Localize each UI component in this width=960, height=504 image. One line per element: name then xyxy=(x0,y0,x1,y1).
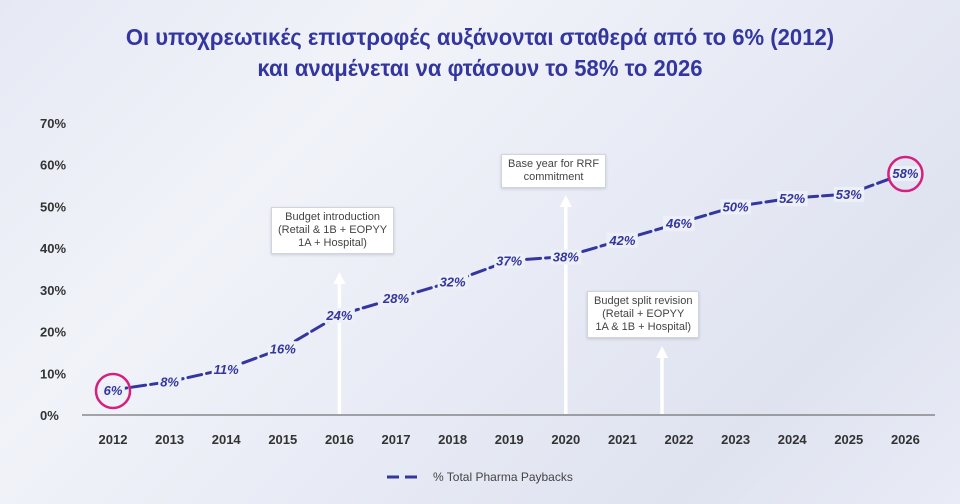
data-label: 37% xyxy=(496,254,522,269)
data-label-bg xyxy=(323,307,355,323)
y-tick-label: 10% xyxy=(40,366,66,381)
x-tick-label: 2012 xyxy=(99,432,128,447)
data-label: 24% xyxy=(325,308,352,323)
legend-swatch xyxy=(387,475,423,479)
x-tick-label: 2013 xyxy=(155,432,184,447)
x-tick-label: 2018 xyxy=(438,432,467,447)
highlight-circle xyxy=(94,372,132,410)
data-label: 11% xyxy=(214,362,239,377)
data-label: 50% xyxy=(723,199,749,214)
x-tick-label: 2024 xyxy=(778,432,808,447)
data-label-bg xyxy=(101,382,125,398)
y-tick-label: 50% xyxy=(40,199,66,214)
annotation-arrow-head xyxy=(656,346,669,358)
data-label-bg xyxy=(494,253,525,269)
x-tick-label: 2015 xyxy=(268,432,297,447)
data-label-bg xyxy=(437,274,469,290)
y-tick-label: 30% xyxy=(40,283,66,298)
legend: % Total Pharma Paybacks xyxy=(385,470,573,484)
x-tick-label: 2014 xyxy=(212,432,242,447)
annotation-line: 1A & 1B + Hospital) xyxy=(595,321,692,333)
x-axis: 2012 2013 2014 2015 2016 2017 2018 2019 2020 2021… xyxy=(82,414,935,447)
annotation-arrow-head xyxy=(559,195,572,207)
data-label-bg xyxy=(833,186,865,202)
x-tick-label: 2017 xyxy=(382,432,411,447)
data-label: 46% xyxy=(665,216,692,231)
annotation-base-year-rrf: Base year for RRF commitment xyxy=(501,154,607,188)
chart-title-line-1: Οι υποχρεωτικές επιστροφές αυξάνονται στ… xyxy=(125,24,835,50)
data-label-bg xyxy=(550,249,582,265)
x-tick-label: 2020 xyxy=(551,432,580,447)
annotation-line: Base year for RRF xyxy=(508,158,600,170)
data-label-bg xyxy=(606,232,638,248)
data-label-bg xyxy=(379,291,412,307)
x-tick-label: 2016 xyxy=(325,432,354,447)
chart-title-line-2: και αναμένεται να φτάσουν το 58% το 2026 xyxy=(257,55,703,81)
data-label-bg xyxy=(777,191,808,207)
annotation-line: (Retail + EOPYY xyxy=(602,308,685,320)
annotation-line: (Retail & 1B + EOPYY xyxy=(278,224,388,236)
legend-label: % Total Pharma Paybacks xyxy=(433,470,573,484)
data-label-bg xyxy=(662,216,695,232)
x-tick-label: 2019 xyxy=(495,432,524,447)
annotation-arrows xyxy=(333,195,669,414)
data-label: 8% xyxy=(160,375,179,390)
chart-title: Οι υποχρεωτικές επιστροφές αυξάνονται στ… xyxy=(19,22,941,84)
annotation-budget-introduction: Budget introduction (Retail & 1B + EOPYY… xyxy=(271,207,395,254)
annotation-line: commitment xyxy=(523,171,584,183)
x-tick-label: 2021 xyxy=(608,432,637,447)
data-label: 16% xyxy=(270,341,296,356)
x-tick-label: 2022 xyxy=(665,432,694,447)
y-tick-label: 40% xyxy=(40,241,66,256)
x-tick-label: 2023 xyxy=(721,432,750,447)
annotation-budget-split-revision: Budget split revision (Retail + EOPYY 1A… xyxy=(587,291,700,338)
data-label: 42% xyxy=(608,233,635,248)
y-tick-label: 0% xyxy=(40,408,59,423)
data-labels: 6% 8% 11% 16% 24% 28% 32% 37% 38% 42% 46% 50% 52% 53%… xyxy=(101,166,921,398)
y-tick-label: 20% xyxy=(40,325,66,340)
annotation-arrow-head xyxy=(333,272,346,284)
data-label: 52% xyxy=(779,191,805,206)
y-tick-label: 60% xyxy=(40,158,66,173)
data-label-bg xyxy=(211,362,242,378)
data-label-bg xyxy=(720,199,752,215)
data-label-bg xyxy=(267,341,299,357)
data-label: 28% xyxy=(382,291,409,306)
annotation-line: Budget introduction xyxy=(285,211,380,223)
y-tick-label: 70% xyxy=(40,116,66,131)
x-tick-label: 2026 xyxy=(891,432,920,447)
data-label: 38% xyxy=(553,249,579,264)
data-label: 32% xyxy=(440,275,466,290)
y-axis: 0% 10% 20% 30% 40% 50% 60% 70% xyxy=(40,116,66,423)
highlight-circles xyxy=(94,155,924,410)
data-label: 58% xyxy=(892,166,918,181)
data-label-bg xyxy=(890,166,921,182)
data-label: 53% xyxy=(836,187,862,202)
data-label-bg xyxy=(158,374,182,390)
highlight-circle xyxy=(887,155,924,193)
x-tick-label: 2025 xyxy=(834,432,863,447)
annotation-line: 1A + Hospital) xyxy=(298,237,367,249)
data-label: 6% xyxy=(104,383,123,398)
annotation-line: Budget split revision xyxy=(594,295,693,307)
